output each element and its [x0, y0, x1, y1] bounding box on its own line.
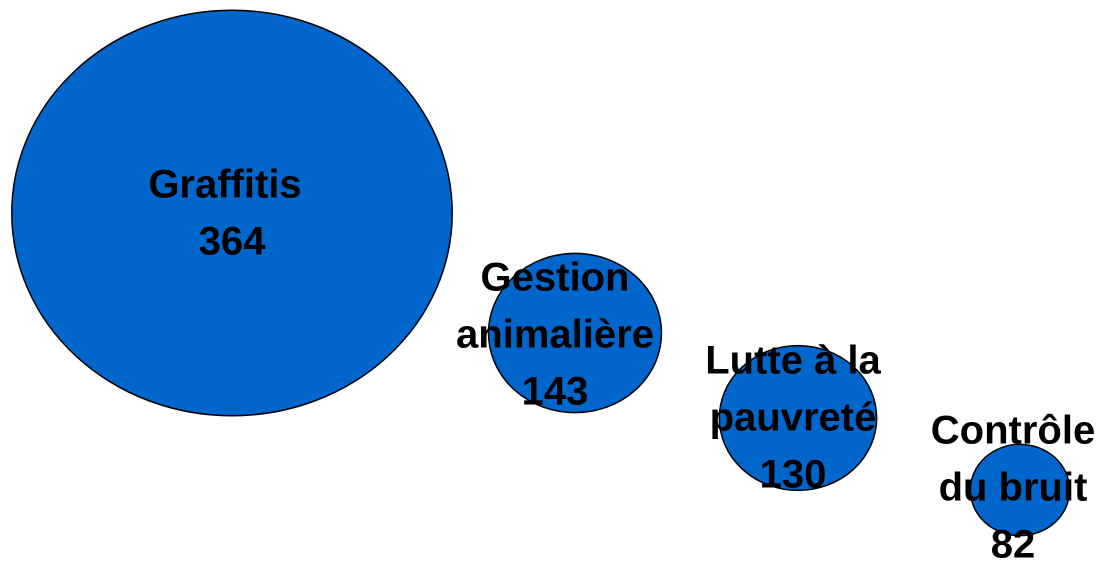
bubble: [487, 252, 663, 414]
bubble: [969, 443, 1071, 537]
bubble-label: pauvreté: [710, 396, 877, 440]
bubble-label: du bruit: [939, 466, 1088, 510]
bubble-label: Gestion: [481, 256, 630, 300]
bubble-label: Lutte à la: [705, 339, 881, 383]
bubble: [718, 344, 878, 492]
bubble-label: Graffitis: [148, 163, 301, 207]
bubble-value: 82: [991, 523, 1036, 564]
bubble-label: animalière: [456, 313, 654, 357]
bubble-value: 130: [760, 453, 827, 497]
bubble-value: 143: [522, 370, 589, 414]
bubble: [11, 9, 453, 417]
bubble-value: 364: [199, 220, 266, 264]
bubble-label: Contrôle: [931, 409, 1095, 453]
